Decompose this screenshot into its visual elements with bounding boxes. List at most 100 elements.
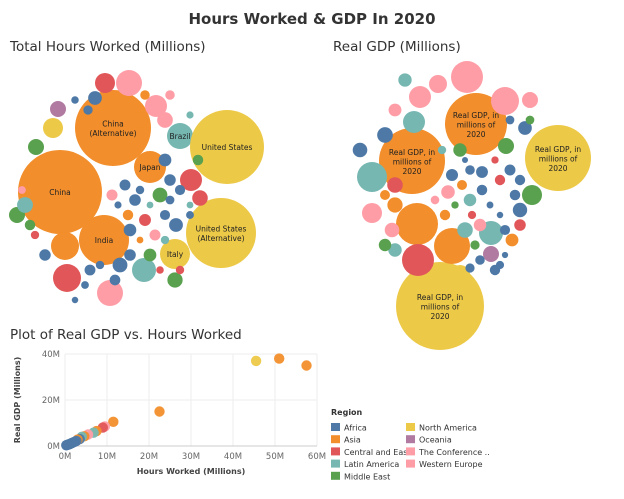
bubble-label: Real GDP, in millions of 2020 <box>417 293 464 321</box>
bubble <box>25 165 35 175</box>
bubble <box>160 239 190 269</box>
bubble <box>192 154 204 166</box>
bubble <box>135 185 145 195</box>
bubble <box>97 280 123 306</box>
bubble <box>84 264 96 276</box>
legend-swatch <box>331 459 340 468</box>
bubble <box>30 230 40 240</box>
legend-item: Oceania <box>419 436 452 445</box>
legend-swatch <box>331 435 340 444</box>
bubble <box>71 96 79 104</box>
dashboard-title: Hours Worked & GDP In 2020 <box>188 10 435 28</box>
bubble <box>525 125 591 191</box>
bubble <box>362 203 382 223</box>
bubble <box>106 189 118 201</box>
bubble <box>437 145 447 155</box>
bubble <box>450 265 470 285</box>
legend-swatch <box>406 447 415 456</box>
bubble <box>491 156 499 164</box>
bubble <box>116 70 142 96</box>
legend-swatch <box>331 471 340 480</box>
bubble <box>51 232 79 260</box>
bubble <box>525 115 535 125</box>
bubble <box>129 194 141 206</box>
legend-item: Asia <box>344 436 361 445</box>
bubble <box>136 236 144 244</box>
x-tick-label: 20M <box>140 452 158 462</box>
legend-item: Western Europe <box>419 460 483 469</box>
bubble <box>441 185 455 199</box>
bubble <box>429 75 447 93</box>
y-axis-title: Real GDP (Millions) <box>13 357 22 444</box>
bubble <box>79 215 129 265</box>
bubble <box>119 179 131 191</box>
bubble-label: Real GDP, in millions of 2020 <box>389 148 436 176</box>
x-tick-label: 0M <box>59 452 72 462</box>
legend-item: Latin America <box>344 460 399 469</box>
bubble <box>186 201 194 209</box>
bubble <box>156 266 164 274</box>
bubble <box>489 264 501 276</box>
legend-swatch <box>331 423 340 431</box>
bubble <box>352 142 368 158</box>
bubble <box>139 214 151 226</box>
legend-swatch <box>406 435 415 444</box>
bubble <box>165 90 175 100</box>
bubble <box>377 127 393 143</box>
x-tick-label: 30M <box>182 452 200 462</box>
bubble <box>53 264 81 292</box>
x-axis-title: Hours Worked (Millions) <box>137 467 246 476</box>
bubble-label: Real GDP, in millions of 2020 <box>535 145 582 173</box>
bubble <box>152 187 168 203</box>
bubble <box>467 210 477 220</box>
x-tick-label: 40M <box>224 452 242 462</box>
legend-item: Central and Eas.. <box>344 448 412 457</box>
bubble <box>18 150 102 234</box>
bubble <box>122 209 134 221</box>
bubble <box>396 203 438 245</box>
bubble-label: Real GDP, in millions of 2020 <box>453 111 500 139</box>
bubble <box>514 219 526 231</box>
bubble <box>388 103 402 117</box>
bubble <box>95 260 105 270</box>
bubble <box>491 87 519 115</box>
bubble <box>470 240 480 250</box>
bubble <box>132 112 148 128</box>
bubble <box>457 222 473 238</box>
bubble <box>114 201 122 209</box>
bubble <box>43 118 63 138</box>
bubble <box>186 111 194 119</box>
bubble <box>134 151 166 183</box>
bubble <box>504 164 516 176</box>
bubble <box>499 224 511 236</box>
bubble <box>483 246 499 262</box>
bubble <box>505 115 515 125</box>
bubble <box>167 272 183 288</box>
bubble <box>475 255 485 265</box>
bubble <box>501 251 509 259</box>
scatter-point <box>301 360 312 371</box>
gdp-bubble-title: Real GDP (Millions) <box>333 39 461 55</box>
hours-bubble-chart: China (Alternative) China India Japan Brazil U… <box>9 70 264 306</box>
bubble <box>95 73 115 93</box>
bubble <box>476 184 488 196</box>
bubble <box>180 169 202 191</box>
x-tick-label: 10M <box>98 452 116 462</box>
bubble <box>402 244 434 276</box>
scatter-point <box>108 416 119 428</box>
bubble <box>167 123 193 149</box>
bubble <box>496 211 504 219</box>
bubble <box>445 93 507 155</box>
scatter-plot: 0M 10M 20M 30M 40M 50M 60M 0M 20M 40M Hours Worked… <box>13 350 326 476</box>
bubble <box>486 201 494 209</box>
bubble <box>71 296 79 304</box>
scatter-point <box>61 440 72 451</box>
bubble <box>18 186 26 194</box>
x-tick-label: 50M <box>266 452 284 462</box>
bubble <box>157 112 173 128</box>
bubble <box>409 86 431 108</box>
bubble <box>387 197 403 213</box>
legend-item: The Conference .. <box>418 448 490 457</box>
bubble <box>145 95 167 117</box>
